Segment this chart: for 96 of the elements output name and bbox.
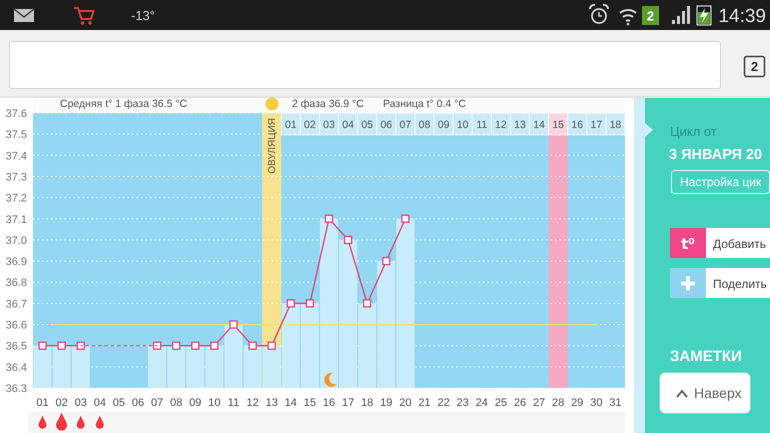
x-tick-label: 11	[228, 397, 240, 409]
point	[382, 256, 390, 266]
x-tick-label: 01	[36, 397, 49, 409]
x2-tick-label: 05	[361, 119, 374, 131]
point	[268, 342, 276, 350]
x2-tick-label: 13	[514, 119, 526, 131]
y-tick-label: 37.4	[6, 150, 27, 162]
point	[57, 342, 66, 350]
x-tick-label: 07	[151, 397, 164, 409]
x-tick-label: 29	[571, 397, 584, 409]
x2-tick-label: 17	[590, 119, 602, 131]
point	[210, 342, 219, 350]
y-tick-label: 36.5	[6, 340, 27, 353]
text: t⁰	[681, 235, 695, 253]
text: Добавить	[713, 237, 766, 251]
x-tick-label: 20	[399, 397, 412, 409]
x-tick-label: 22	[437, 397, 450, 409]
point	[191, 342, 200, 350]
x-tick-label: 09	[189, 397, 202, 409]
y-tick-label: 36.8	[6, 277, 27, 290]
y-tick-label: 37.5	[6, 129, 27, 142]
y-tick-label: 36.4	[6, 362, 27, 374]
x-tick-label: 14	[284, 397, 297, 409]
y-tick-label: 37.3	[6, 171, 27, 184]
y-tick-label: 37.2	[6, 192, 27, 205]
x-tick-label: 02	[56, 397, 68, 409]
point	[76, 342, 85, 350]
x-tick-label: 25	[494, 397, 507, 409]
y-tick-label: 37.0	[6, 234, 27, 247]
y-tick-label: 36.7	[6, 298, 27, 310]
text: Поделить	[713, 277, 767, 291]
x-tick-label: 08	[170, 397, 182, 409]
x2-tick-label: 16	[571, 119, 584, 131]
x2-tick-label: 09	[438, 119, 450, 131]
point	[38, 342, 47, 350]
text: Разница t° 0.4 °C	[383, 98, 466, 110]
x-tick-label: 31	[609, 397, 622, 409]
x-tick-label: 28	[552, 397, 564, 409]
x2-tick-label: 01	[284, 119, 297, 131]
x-tick-label: 03	[74, 397, 87, 409]
x-tick-label: 23	[456, 397, 469, 409]
x-tick-label: 24	[476, 397, 488, 409]
text: Настройка цик	[680, 175, 762, 189]
point	[172, 342, 180, 350]
text: 14:39	[718, 6, 766, 27]
text: 2 фаза 36.9 °C	[292, 98, 364, 110]
x2-tick-label: 10	[456, 119, 469, 131]
x2-tick-label: 03	[323, 119, 335, 131]
x-tick-label: 17	[342, 397, 354, 409]
point	[363, 299, 372, 308]
point	[229, 320, 238, 329]
x2-tick-label: 12	[495, 119, 507, 131]
y-tick-label: 36.9	[6, 256, 27, 268]
x2-tick-label: 11	[476, 119, 488, 131]
y-tick-label: 37.1	[6, 214, 27, 226]
text: ЗАМЕТКИ	[670, 348, 742, 365]
x-tick-label: 18	[361, 397, 374, 409]
point	[152, 342, 162, 350]
x-tick-label: 26	[514, 397, 526, 409]
point	[306, 299, 314, 308]
text: 3 ЯНВАРЯ 20	[669, 147, 762, 163]
x-tick-label: 12	[246, 397, 259, 409]
text: Цикл от	[670, 124, 717, 139]
x-tick-label: 27	[532, 397, 546, 409]
x-tick-label: 30	[590, 397, 602, 409]
x2-tick-label: 06	[380, 119, 392, 131]
text: 2	[750, 59, 758, 74]
x2-tick-label: 04	[342, 119, 354, 131]
y-tick-label: 36.6	[6, 320, 27, 332]
x2-tick-label: 15	[552, 119, 564, 131]
x-tick-label: 04	[94, 397, 106, 409]
point	[401, 214, 410, 223]
y-tick-label: 36.3	[6, 383, 27, 395]
band-label: ОВУЛЯЦИЯ	[267, 118, 278, 174]
point	[344, 236, 352, 244]
x2-tick-label: 08	[418, 119, 430, 131]
x-tick-label: 10	[208, 397, 221, 409]
x-tick-label: 16	[322, 397, 336, 409]
text: Наверх	[694, 385, 742, 401]
text: 2	[646, 8, 654, 24]
x-tick-label: 13	[266, 397, 278, 409]
x2-tick-label: 07	[400, 119, 412, 131]
point	[324, 214, 334, 223]
x-tick-label: 21	[418, 397, 431, 409]
x-tick-label: 19	[380, 397, 392, 409]
x2-tick-label: 02	[304, 119, 316, 131]
text: Средняя t° 1 фаза 36.5 °C	[60, 98, 188, 110]
x2-tick-label: 18	[610, 119, 622, 131]
y-tick-label: 37.6	[6, 108, 27, 120]
x2-tick-label: 14	[533, 119, 546, 131]
x-tick-label: 15	[304, 397, 316, 409]
x-tick-label: 05	[112, 397, 126, 409]
text: -13°	[131, 8, 155, 23]
point	[286, 299, 295, 308]
point	[248, 342, 257, 350]
x-tick-label: 06	[132, 397, 144, 409]
